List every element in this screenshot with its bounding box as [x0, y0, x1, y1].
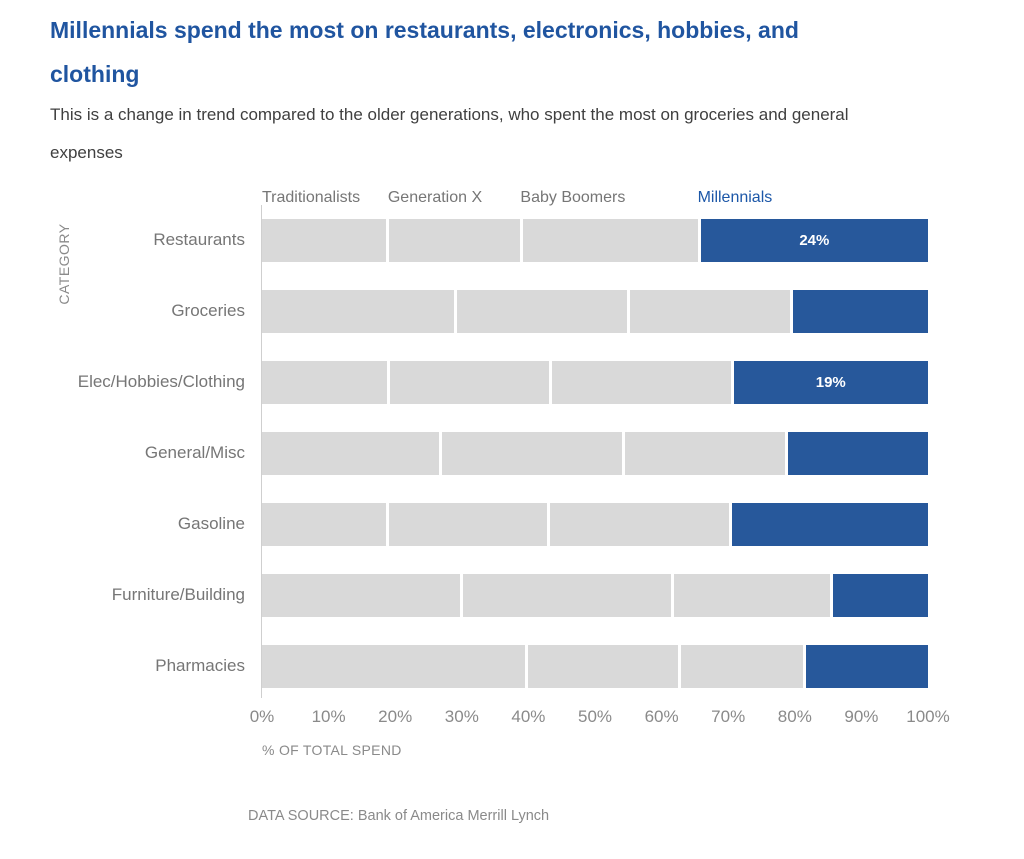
- bar-row: [262, 503, 928, 546]
- legend-item-generation-x: Generation X: [387, 189, 483, 206]
- bar-segment-baby-boomers: [549, 503, 729, 546]
- bar-segment-generation-x: [389, 219, 520, 262]
- bar-segment-millennials: [832, 574, 928, 617]
- bar-row: [262, 645, 928, 688]
- bar-segment-baby-boomers: [624, 432, 786, 475]
- category-label: Elec/Hobbies/Clothing: [77, 372, 245, 391]
- x-tick-label: 30%: [444, 707, 479, 726]
- category-label: Pharmacies: [155, 656, 245, 675]
- bar-row: 24%: [262, 219, 929, 262]
- category-label: General/Misc: [144, 443, 245, 462]
- bar-segment-baby-boomers: [630, 290, 790, 333]
- x-tick-label: 50%: [577, 707, 613, 726]
- bar-segment-millennials: [792, 290, 928, 333]
- bar-value-label: 19%: [815, 374, 846, 391]
- x-tick-label: 40%: [511, 707, 546, 726]
- category-label: Furniture/Building: [111, 585, 245, 604]
- chart-title: Millennials spend the most on restaurant…: [50, 17, 799, 87]
- legend-item-millennials: Millennials: [697, 189, 773, 206]
- legend-item-traditionalists: Traditionalists: [262, 189, 361, 206]
- bar-segment-generation-x: [389, 503, 547, 546]
- bar-segment-traditionalists: [262, 503, 387, 546]
- chart-subtitle: This is a change in trend compared to th…: [50, 105, 849, 162]
- y-axis-line: [261, 205, 262, 698]
- category-label: Restaurants: [153, 230, 245, 249]
- bar-segment-traditionalists: [262, 574, 460, 617]
- x-tick-label: 60%: [644, 707, 679, 726]
- bar-segment-traditionalists: [262, 290, 454, 333]
- bar-segment-baby-boomers: [680, 645, 804, 688]
- bar-segment-millennials: 24%: [700, 219, 929, 262]
- x-axis-title: % OF TOTAL SPEND: [262, 742, 402, 758]
- data-source: DATA SOURCE: Bank of America Merrill Lyn…: [248, 808, 550, 824]
- bar-row: 19%: [262, 361, 928, 404]
- bar-segment-traditionalists: [262, 432, 439, 475]
- x-tick-label: 10%: [311, 707, 346, 726]
- bar-segment-millennials: [731, 503, 928, 546]
- x-tick-label: 80%: [777, 707, 812, 726]
- x-tick-label: 20%: [378, 707, 413, 726]
- bar-row: [262, 574, 928, 617]
- x-tick-label: 0%: [249, 707, 275, 726]
- x-tick-label: 100%: [906, 707, 950, 726]
- bar-segment-traditionalists: [262, 645, 525, 688]
- bar-value-label: 24%: [799, 232, 830, 249]
- bar-segment-baby-boomers: [522, 219, 698, 262]
- bar-segment-millennials: [806, 645, 928, 688]
- legend-item-baby-boomers: Baby Boomers: [520, 189, 626, 206]
- bar-segment-millennials: [788, 432, 928, 475]
- bar-segment-millennials: 19%: [733, 361, 928, 404]
- bar-segment-traditionalists: [262, 219, 387, 262]
- bar-segment-generation-x: [462, 574, 672, 617]
- bar-segment-traditionalists: [262, 361, 387, 404]
- bar-segment-generation-x: [456, 290, 627, 333]
- bar-segment-baby-boomers: [674, 574, 830, 617]
- bars-area: 24% 19%: [262, 219, 929, 688]
- x-tick-label: 70%: [711, 707, 746, 726]
- category-label: Groceries: [171, 301, 245, 320]
- bar-row: [262, 432, 928, 475]
- category-label: Gasoline: [177, 514, 245, 533]
- x-tick-label: 90%: [844, 707, 879, 726]
- bar-row: [262, 290, 928, 333]
- bar-segment-generation-x: [441, 432, 622, 475]
- bar-segment-generation-x: [527, 645, 678, 688]
- bar-segment-generation-x: [389, 361, 550, 404]
- bar-segment-baby-boomers: [552, 361, 731, 404]
